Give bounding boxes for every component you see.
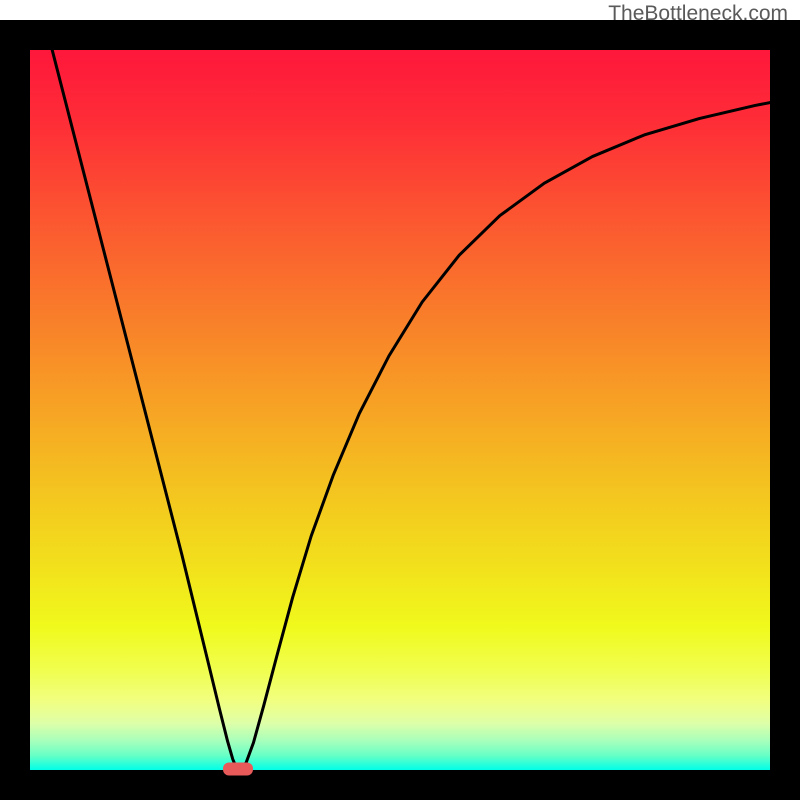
optimum-marker bbox=[223, 762, 253, 775]
background-gradient bbox=[30, 50, 770, 770]
chart-frame: TheBottleneck.com bbox=[0, 0, 800, 800]
plot-area bbox=[30, 50, 770, 770]
